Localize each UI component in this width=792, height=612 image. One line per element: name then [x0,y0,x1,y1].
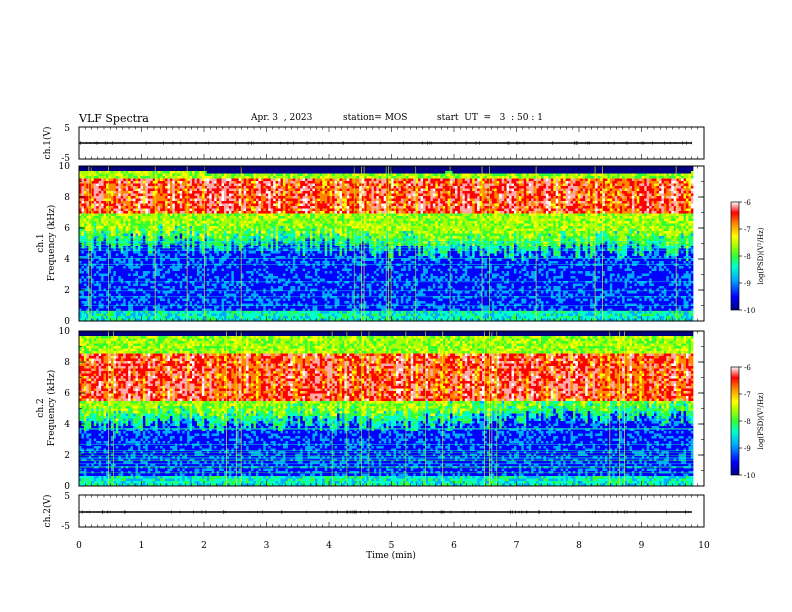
ch2-channel-label: ch.2 [36,398,46,417]
colorbar-ch1: -6 -7 -8 -9 -10 log(PSD)(V²/Hz) [730,199,765,315]
spec2-ytick-label: 10 [59,327,71,337]
ch1-waveform-ylabel: ch.1(V) [42,127,53,160]
ch1-ytick-bottom: -5 [61,154,70,164]
x-tick-label: 0 [76,541,82,551]
ch2-ytick-bottom: -5 [61,522,70,532]
ch1-channel-label: ch.1 [36,233,46,252]
x-tick-label: 6 [451,541,457,551]
ch1-spectrogram-image [79,166,704,322]
x-tick-label: 10 [698,541,710,551]
colorbar-tick-label: -7 [744,226,751,234]
spec2-ytick-label: 4 [64,420,70,430]
spec1-ytick-label: 4 [64,255,70,265]
ch1-ytick-top: 5 [64,124,70,134]
colorbar-tick-label: -10 [744,307,755,315]
ch1-frequency-ylabel: Frequency (kHz) [46,205,57,282]
colorbar-tick-label: -7 [744,391,751,399]
colorbar-ch2-label: log(PSD)(V²/Hz) [757,392,765,449]
colorbar-tick-label: -8 [744,253,751,261]
start-time-label: start UT = 3 : 50 : 1 [437,113,543,123]
spec1-ytick-label: 6 [64,224,70,234]
colorbar-tick-label: -9 [744,280,751,288]
panel-ch2-waveform: 5 -5 ch.2(V) [42,492,705,532]
date-label: Apr. 3 , 2023 [251,113,312,123]
panel-ch1-waveform: 5 -5 ch.1(V) [42,124,705,164]
colorbar-ch1-label: log(PSD)(V²/Hz) [757,227,765,284]
x-tick-label: 2 [201,541,207,551]
ch2-waveform-ylabel: ch.2(V) [42,495,53,528]
colorbar-tick-label: -10 [744,472,755,480]
colorbar-ch2: -6 -7 -8 -9 -10 log(PSD)(V²/Hz) [730,364,765,480]
ch2-spectrogram-image [79,331,704,487]
x-tick-label: 7 [514,541,520,551]
spec1-ytick-label: 8 [64,193,70,203]
spec2-ytick-label: 0 [64,482,70,492]
x-tick-label: 1 [139,541,145,551]
x-axis-label: Time (min) [366,550,416,561]
colorbar-tick-label: -6 [744,199,751,207]
colorbar-tick-label: -9 [744,445,751,453]
x-tick-label: 4 [326,541,332,551]
spec1-ytick-label: 10 [59,162,71,172]
spec2-ytick-label: 6 [64,389,70,399]
spec2-ytick-label: 2 [64,451,70,461]
colorbar-tick-label: -6 [744,364,751,372]
figure-title: VLF Spectra [79,112,149,125]
panel-ch2-spectrogram: 0 2 4 6 8 10 ch.2 Frequency (kHz) [36,327,705,492]
spec2-ytick-label: 8 [64,358,70,368]
x-tick-label: 8 [576,541,582,551]
x-tick-label: 3 [264,541,270,551]
x-tick-label: 9 [639,541,645,551]
ch2-frequency-ylabel: Frequency (kHz) [46,370,57,447]
spec1-ytick-label: 0 [64,317,70,327]
x-tick-label: 5 [389,541,395,551]
panel-ch1-spectrogram: 0 2 4 6 8 10 ch.1 Frequency (kHz) [36,162,705,327]
station-label: station= MOS [343,113,407,123]
spec1-ytick-label: 2 [64,286,70,296]
colorbar-tick-label: -8 [744,418,751,426]
ch2-ytick-top: 5 [64,492,70,502]
